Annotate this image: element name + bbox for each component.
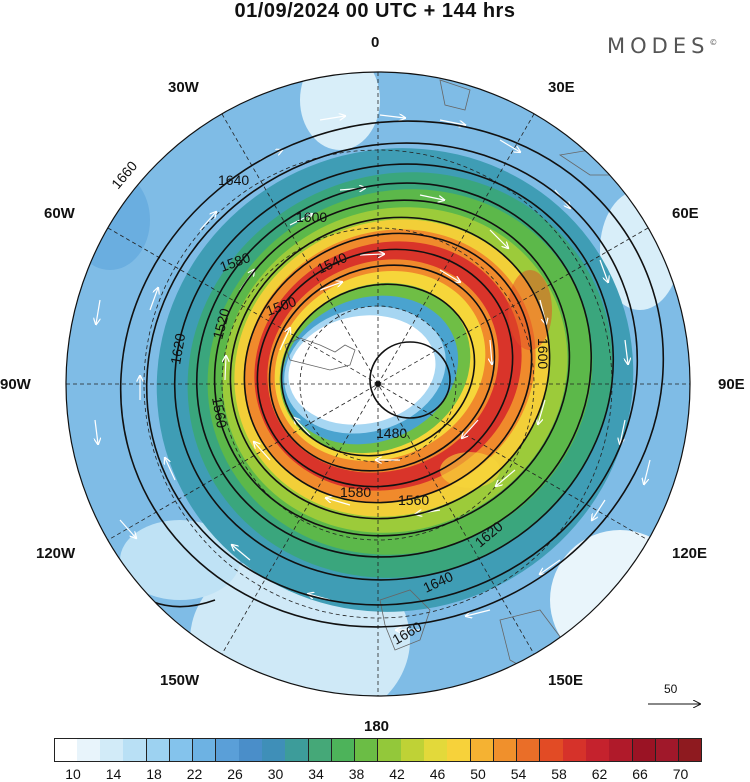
copyright-mark: © (709, 38, 718, 47)
contour-label: 1620 (167, 332, 188, 366)
colorbar-swatch (354, 738, 379, 762)
contour-label: 1600 (535, 338, 551, 369)
colorbar-tick-label: 42 (389, 766, 405, 782)
colorbar-tick-label: 10 (65, 766, 81, 782)
lon-label-30w: 30W (168, 79, 199, 96)
map-boundary (65, 71, 691, 697)
contour-label: 1480 (376, 425, 407, 441)
colorbar-tick-label: 38 (348, 766, 365, 782)
colorbar-tick-label: 30 (267, 766, 284, 782)
contour-label: 1580 (340, 484, 371, 500)
lon-label-150e: 150E (548, 672, 584, 689)
lon-label-90e: 90E (718, 376, 745, 393)
colorbar-swatch (192, 738, 217, 762)
colorbar-tick-label: 50 (470, 766, 486, 782)
colorbar-tick-label: 62 (591, 766, 608, 782)
colorbar-tick-label: 18 (146, 766, 162, 782)
colorbar-tick-label: 14 (105, 766, 122, 782)
vector-reference-label: 50 (664, 682, 678, 696)
contour-label: 1560 (398, 492, 429, 508)
colorbar-tick-label: 58 (551, 766, 567, 782)
lon-label-60w: 60W (44, 205, 75, 222)
colorbar-tick-label: 70 (672, 766, 689, 782)
colorbar-tick-label: 66 (632, 766, 648, 782)
lon-label-120e: 120E (672, 545, 708, 562)
colorbar-tick-label: 22 (186, 766, 203, 782)
lon-label-180: 180 (364, 718, 390, 735)
lon-label-60e: 60E (672, 205, 699, 222)
modes-logo: MODES© (607, 34, 717, 58)
colorbar (54, 738, 703, 762)
lon-label-90w: 90W (0, 376, 31, 393)
contour-label: 1640 (218, 172, 249, 188)
lon-label-120w: 120W (36, 545, 76, 562)
contour-label: 1520 (209, 306, 233, 340)
height-contours (119, 120, 665, 628)
lon-label-30e: 30E (548, 79, 575, 96)
colorbar-tick-label: 46 (429, 766, 446, 782)
brand-name: MODES (607, 34, 710, 58)
map-title: 01/09/2024 00 UTC + 144 hrs (234, 0, 516, 22)
contour-label: 1600 (296, 209, 327, 225)
lon-label-0: 0 (371, 34, 380, 51)
colorbar-tick-label: 34 (308, 766, 324, 782)
contour-label: 1560 (209, 396, 230, 430)
colorbar-swatch (516, 738, 541, 762)
pole-marker (375, 381, 381, 387)
wind-vectors (95, 115, 651, 630)
colorbar-tick-label: 26 (227, 766, 243, 782)
colorbar-frame (54, 738, 702, 762)
lon-label-150w: 150W (160, 672, 200, 689)
colorbar-tick-label: 54 (510, 766, 527, 782)
